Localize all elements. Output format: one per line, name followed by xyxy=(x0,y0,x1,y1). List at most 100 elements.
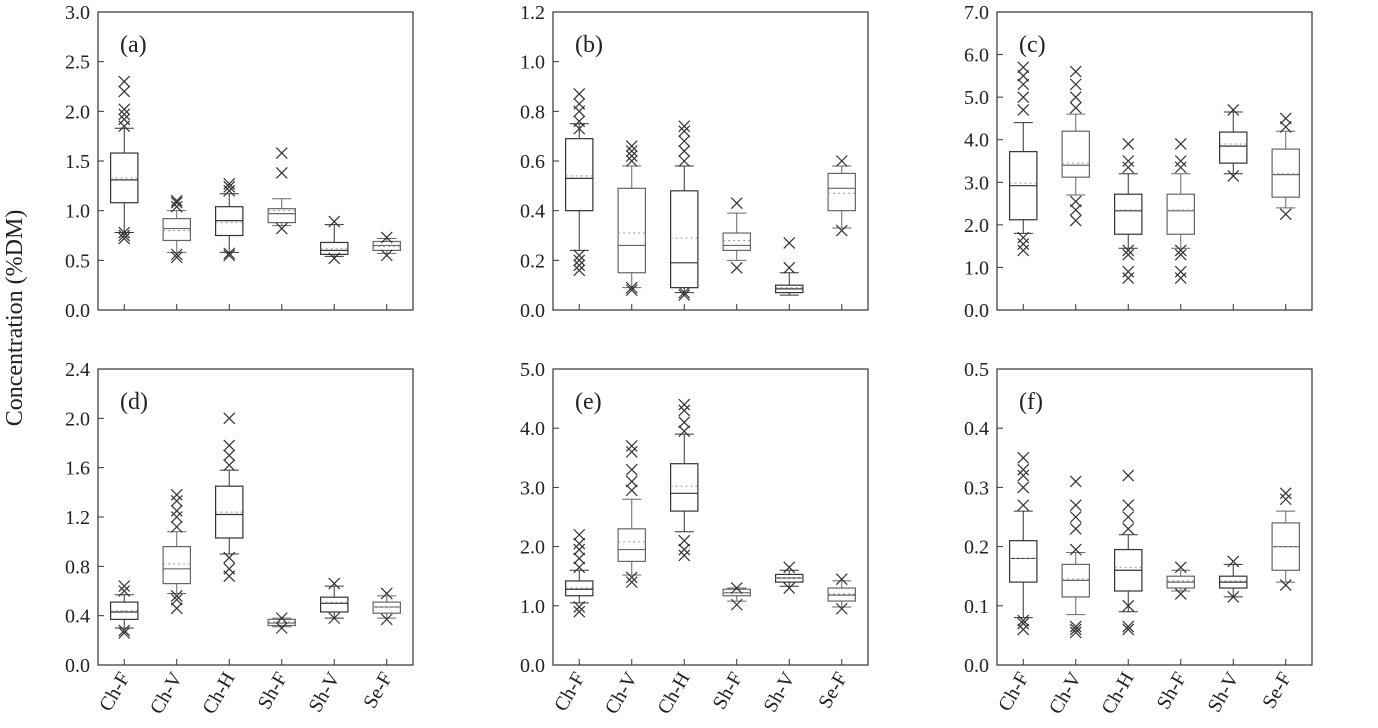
y-tick-label: 4.0 xyxy=(520,418,545,440)
outlier-point xyxy=(1122,623,1135,636)
outlier-point xyxy=(1069,543,1082,556)
outlier-point xyxy=(328,215,341,228)
outlier-point xyxy=(1069,522,1082,535)
outlier-point xyxy=(678,155,691,167)
outlier-point xyxy=(573,259,586,272)
iqr-box xyxy=(267,618,297,627)
outlier-point xyxy=(1122,511,1135,523)
y-tick-label: 1.6 xyxy=(65,458,90,480)
iqr-box xyxy=(162,545,192,585)
outlier-point xyxy=(678,425,691,438)
outlier-point xyxy=(1017,231,1030,244)
outlier-point xyxy=(275,622,288,634)
iqr-box xyxy=(109,601,139,620)
outlier-point xyxy=(1227,590,1240,603)
y-tick-label: 1.2 xyxy=(520,2,545,24)
iqr-box xyxy=(320,596,349,613)
outlier-point xyxy=(1017,463,1030,476)
panel-label: (e) xyxy=(575,389,602,415)
category-label: Se-F xyxy=(814,669,852,713)
outlier-point xyxy=(223,439,236,452)
outlier-point xyxy=(625,281,638,294)
box-sh-v xyxy=(1218,103,1248,310)
outlier-point xyxy=(1017,481,1030,494)
box-ch-f: Ch-F xyxy=(95,580,139,716)
outlier-point xyxy=(1017,451,1030,464)
outlier-point xyxy=(275,612,288,625)
iqr-box xyxy=(669,190,699,289)
y-tick-label: 1.0 xyxy=(520,52,545,74)
outlier-point xyxy=(118,103,131,116)
y-tick-label: 0.4 xyxy=(520,201,545,223)
panel-e: 0.0 1.0 2.0 3.0 4.0 5.0 (e) Ch-F Ch-V Ch-H Sh-F Sh-… xyxy=(520,359,869,718)
iqr-box xyxy=(617,187,646,274)
y-tick-label: 0.5 xyxy=(65,250,90,272)
iqr-box xyxy=(617,528,646,563)
outlier-point xyxy=(625,571,638,584)
y-tick-label: 4.0 xyxy=(964,130,989,152)
outlier-point xyxy=(1122,599,1135,612)
iqr-box xyxy=(1218,131,1248,164)
outlier-point xyxy=(380,231,393,244)
outlier-point xyxy=(573,249,586,262)
box-se-f xyxy=(372,231,402,310)
box-ch-v: Ch-V xyxy=(1045,475,1090,718)
outlier-point xyxy=(678,543,691,556)
outlier-point xyxy=(1122,620,1135,633)
box-ch-f xyxy=(564,88,594,310)
outlier-point xyxy=(1069,78,1082,91)
iqr-box xyxy=(722,232,751,251)
box-sh-f xyxy=(1166,138,1195,310)
outlier-point xyxy=(730,582,743,594)
outlier-point xyxy=(783,582,796,594)
category-label: Sh-V xyxy=(304,668,344,716)
iqr-box xyxy=(215,485,244,539)
outlier-point xyxy=(1227,555,1240,568)
y-tick-label: 0.0 xyxy=(964,300,989,322)
outlier-point xyxy=(1174,272,1187,284)
outlier-point xyxy=(170,251,183,264)
box-sh-f xyxy=(267,147,297,310)
y-tick-label: 3.0 xyxy=(520,477,545,499)
y-tick-label: 6.0 xyxy=(964,45,989,67)
outlier-point xyxy=(328,577,341,590)
box-ch-f: Ch-F xyxy=(550,528,594,715)
y-tick-label: 0.0 xyxy=(964,655,989,677)
box-ch-f xyxy=(109,75,139,310)
outlier-point xyxy=(678,125,691,138)
outlier-point xyxy=(1122,265,1135,278)
outlier-point xyxy=(573,88,586,100)
outlier-point xyxy=(1279,579,1292,592)
outlier-point xyxy=(730,598,743,611)
outlier-point xyxy=(625,284,638,297)
plot-frame xyxy=(996,368,1313,666)
y-tick-label: 1.0 xyxy=(964,257,989,279)
outlier-point xyxy=(573,528,586,541)
iqr-box xyxy=(1061,130,1090,178)
y-tick-label: 0.2 xyxy=(964,537,989,559)
outlier-point xyxy=(1122,155,1135,167)
box-se-f: Se-F xyxy=(359,587,402,712)
category-label: Ch-F xyxy=(95,669,135,716)
y-tick-label: 0.0 xyxy=(520,655,545,677)
panel-c: 0.0 1.0 2.0 3.0 4.0 5.0 6.0 7.0 (c) xyxy=(964,2,1313,322)
outlier-point xyxy=(380,613,393,626)
outlier-point xyxy=(223,551,236,564)
category-label: Ch-H xyxy=(1097,669,1138,718)
outlier-point xyxy=(1017,61,1030,74)
outlier-point xyxy=(380,587,393,600)
outlier-point xyxy=(625,463,638,476)
outlier-point xyxy=(730,197,743,210)
outlier-point xyxy=(1279,112,1292,125)
outlier-point xyxy=(678,534,691,547)
y-tick-label: 2.0 xyxy=(520,537,545,559)
outlier-point xyxy=(1017,499,1030,512)
outlier-point xyxy=(1122,272,1135,284)
category-label: Sh-F xyxy=(1153,669,1192,714)
outlier-point xyxy=(223,177,236,190)
outlier-point xyxy=(678,135,691,148)
outlier-point xyxy=(835,224,848,237)
iqr-box xyxy=(1166,193,1195,235)
category-label: Sh-F xyxy=(254,669,293,714)
box-sh-v: Sh-V xyxy=(759,561,804,716)
